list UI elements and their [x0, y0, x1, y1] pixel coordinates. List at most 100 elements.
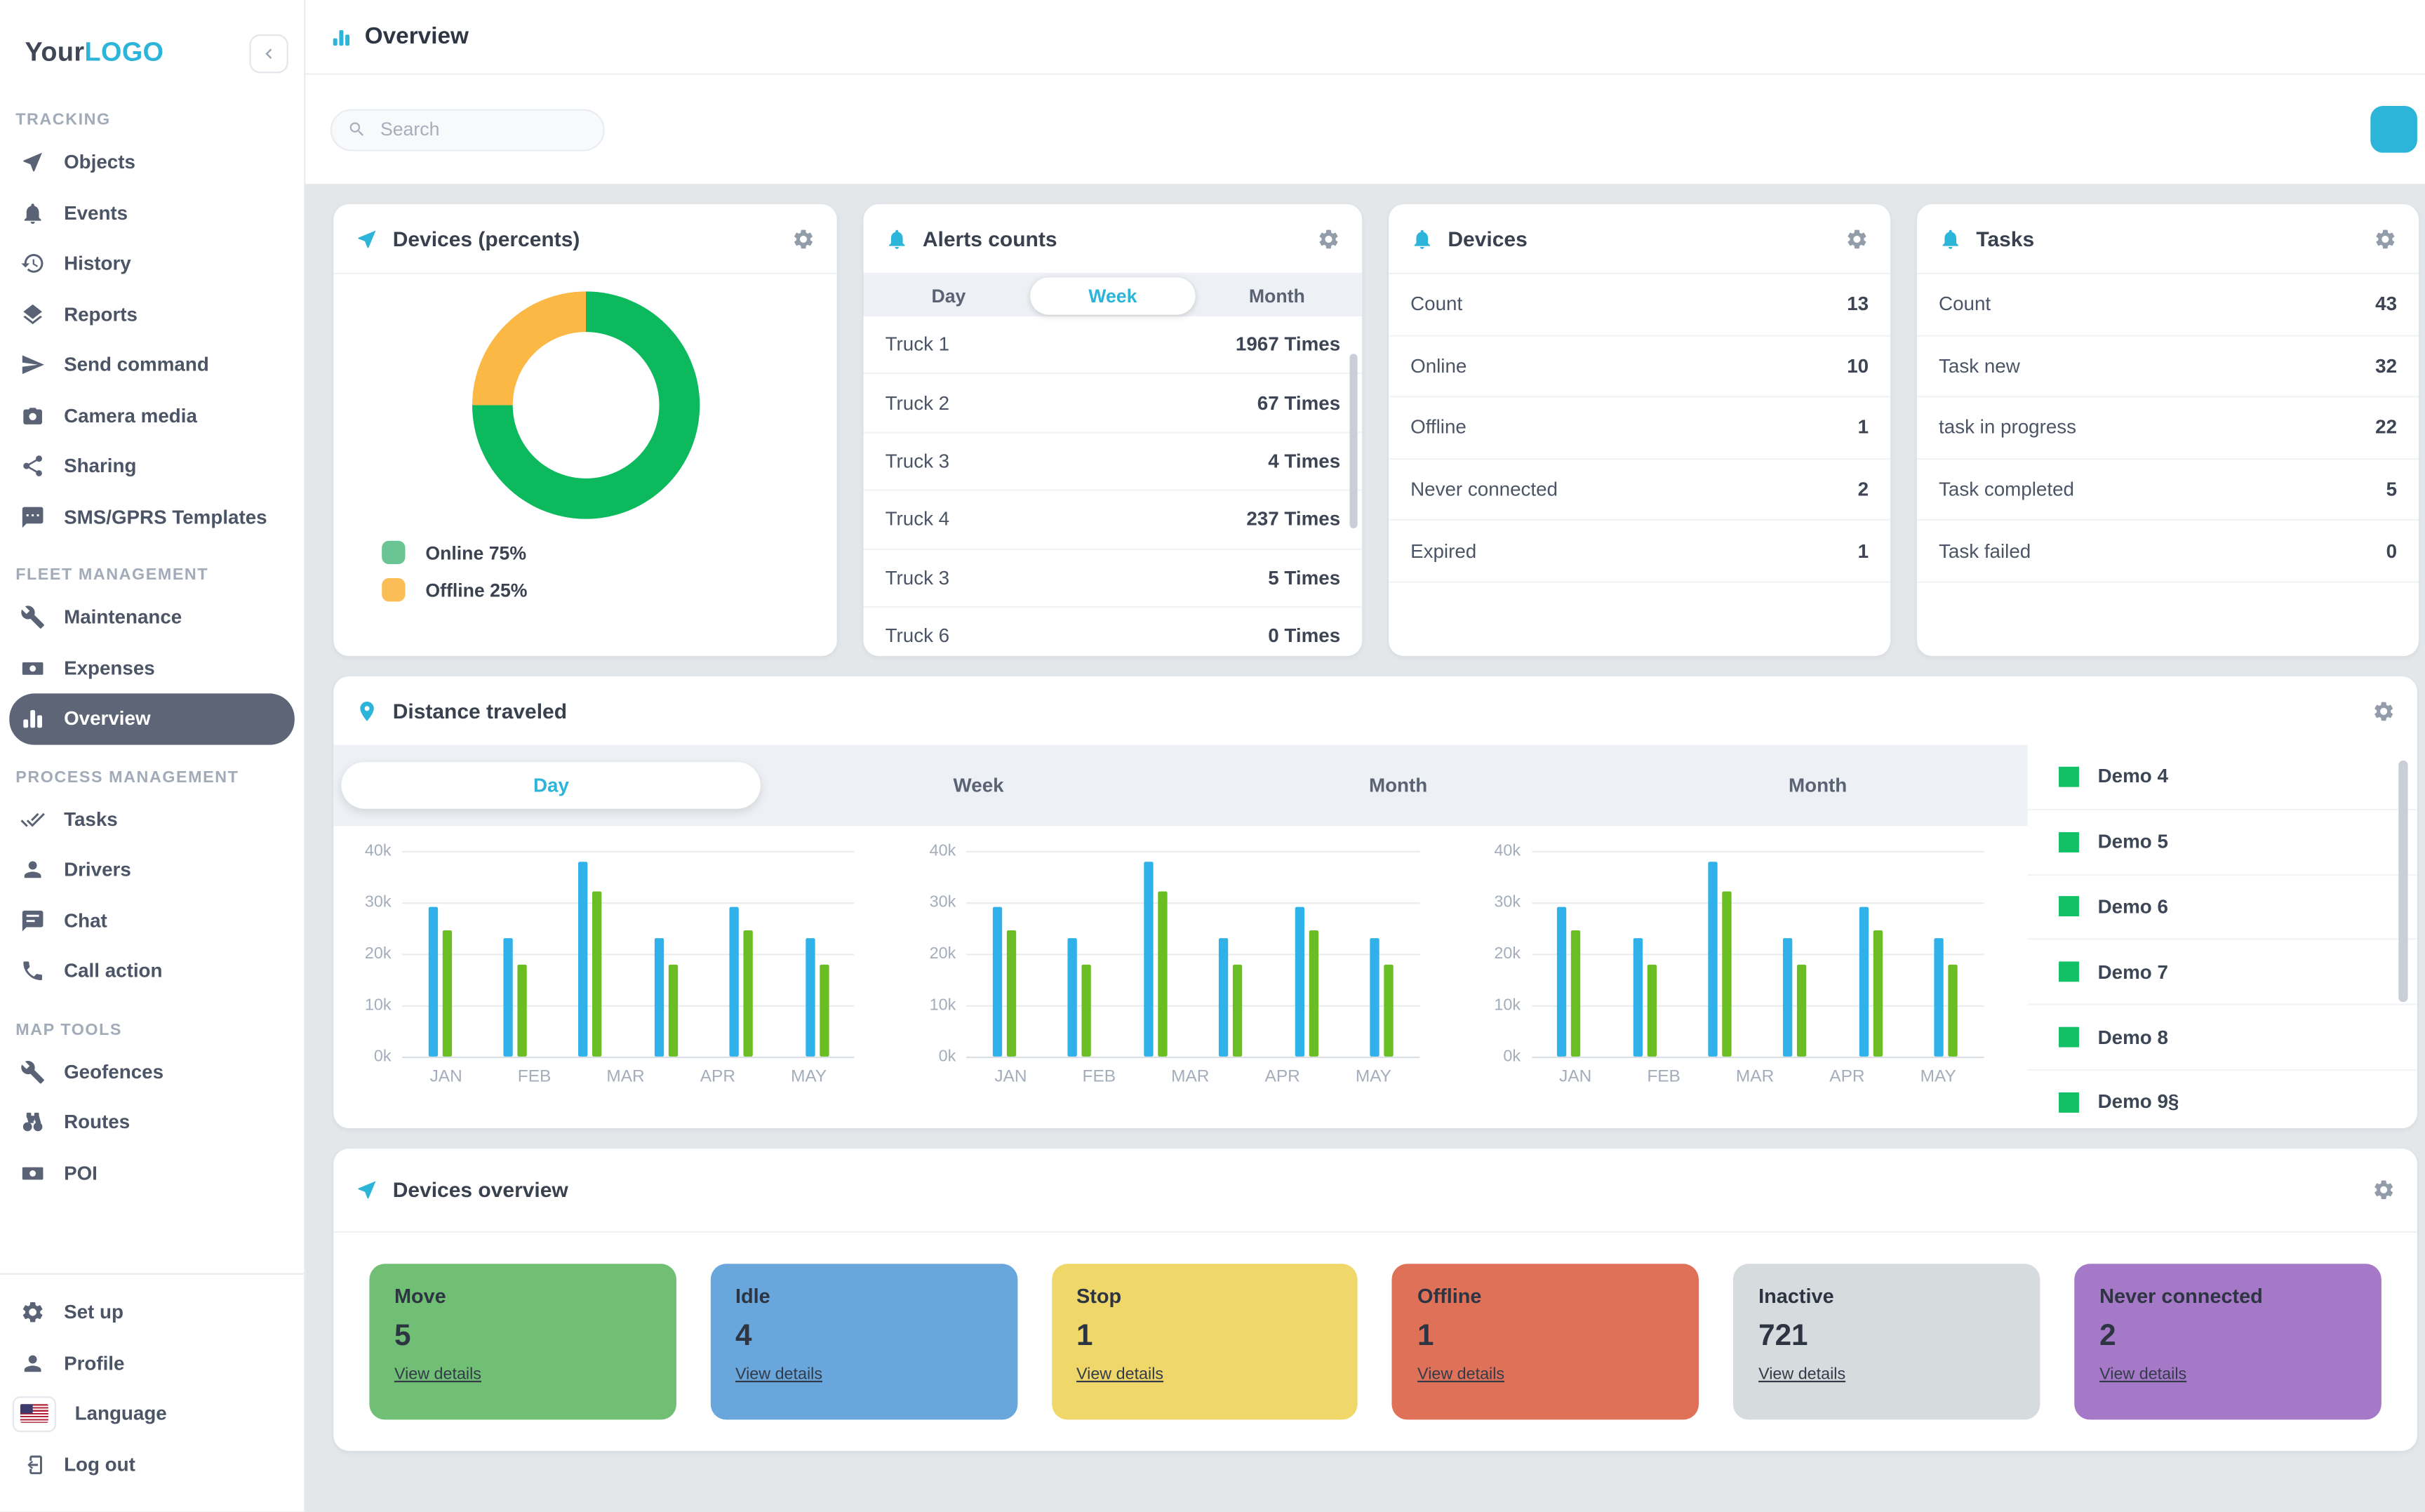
scrollbar-thumb[interactable]	[1349, 354, 1358, 528]
sidebar-collapse-button[interactable]	[249, 33, 288, 73]
donut-legend-item: Offline 25%	[382, 578, 837, 602]
logo: YourLOGO	[25, 37, 164, 68]
y-tick-label: 40k	[1494, 841, 1521, 861]
view-details-link[interactable]: View details	[394, 1365, 481, 1384]
bar-blue	[503, 938, 513, 1057]
alert-value: 237 Times	[1246, 508, 1341, 530]
sidebar-item-sharing[interactable]: Sharing	[0, 441, 304, 492]
sidebar-item-call-action[interactable]: Call action	[0, 946, 304, 996]
sidebar-item-label: Maintenance	[64, 606, 182, 629]
device-stat-label: Offline	[1410, 417, 1467, 439]
bar-group	[1783, 938, 1808, 1057]
device-stat-value: 10	[1847, 355, 1869, 377]
alerts-tab-month[interactable]: Month	[1248, 284, 1305, 307]
person-icon	[20, 857, 46, 883]
legend-item-demo-5[interactable]: Demo 5	[2027, 810, 2417, 876]
distance-tab-day-0[interactable]: Day	[341, 762, 761, 809]
bar-group	[1633, 938, 1657, 1057]
x-axis-labels: JAN FEB MAR APR MAY	[1532, 1067, 1984, 1086]
x-tick-label: MAR	[1735, 1067, 1775, 1087]
sidebar-item-camera-media[interactable]: Camera media	[0, 390, 304, 441]
sidebar-item-geofences[interactable]: Geofences	[0, 1046, 304, 1097]
device-stat-row: Expired 1	[1389, 521, 1891, 583]
card-header: Tasks	[1916, 204, 2419, 274]
sidebar-item-set-up[interactable]: Set up	[0, 1287, 304, 1338]
gear-icon[interactable]	[2372, 1178, 2396, 1201]
money-icon	[20, 1160, 46, 1186]
distance-tab-week-1[interactable]: Week	[953, 774, 1004, 796]
sidebar-item-chat[interactable]: Chat	[0, 895, 304, 946]
view-details-link[interactable]: View details	[2099, 1365, 2187, 1384]
sidebar-item-send-command[interactable]: Send command	[0, 340, 304, 390]
sidebar-item-maintenance[interactable]: Maintenance	[0, 592, 304, 643]
topbar: Overview	[305, 0, 2425, 75]
alerts-tab-week[interactable]: Week	[1030, 276, 1195, 314]
view-details-link[interactable]: View details	[735, 1365, 823, 1384]
sidebar-item-log-out[interactable]: Log out	[0, 1439, 304, 1490]
bar-group	[1708, 862, 1732, 1057]
search-input[interactable]	[377, 116, 588, 142]
card-title: Distance traveled	[392, 699, 568, 723]
legend-item-demo-8[interactable]: Demo 8	[2027, 1005, 2417, 1071]
legend-swatch	[2059, 897, 2079, 918]
view-details-link[interactable]: View details	[1758, 1365, 1846, 1384]
x-tick-label: APR	[1829, 1067, 1865, 1087]
sidebar-item-objects[interactable]: Objects	[0, 137, 304, 187]
x-axis-labels: JAN FEB MAR APR MAY	[402, 1067, 855, 1086]
bar-blue	[1370, 938, 1379, 1057]
sidebar-item-poi[interactable]: POI	[0, 1148, 304, 1198]
bar-blue	[578, 862, 589, 1057]
alert-value: 4 Times	[1268, 450, 1341, 472]
sidebar-item-expenses[interactable]: Expenses	[0, 643, 304, 693]
view-details-link[interactable]: View details	[1417, 1365, 1505, 1384]
gridline	[966, 1005, 1419, 1007]
gear-icon[interactable]	[2374, 227, 2397, 250]
x-tick-label: MAY	[1920, 1067, 1956, 1087]
gear-icon[interactable]	[1317, 227, 1340, 250]
gear-icon[interactable]	[791, 227, 815, 250]
donut-chart	[471, 291, 700, 519]
sidebar-item-overview[interactable]: Overview	[9, 693, 295, 744]
distance-tabs: Day Week Month Month	[333, 744, 2028, 827]
legend-label: Demo 5	[2097, 831, 2168, 853]
distance-tab-month-2[interactable]: Month	[1368, 774, 1428, 796]
sidebar-item-events[interactable]: Events	[0, 188, 304, 239]
device-stat-value: 2	[1857, 479, 1869, 501]
gear-icon[interactable]	[1845, 227, 1869, 250]
legend-label: Demo 7	[2097, 961, 2168, 984]
legend-item-demo-7[interactable]: Demo 7	[2027, 940, 2417, 1006]
view-details-link[interactable]: View details	[1076, 1365, 1164, 1384]
y-tick-label: 40k	[364, 841, 392, 861]
legend-item-demo-6[interactable]: Demo 6	[2027, 875, 2417, 941]
scrollbar-thumb[interactable]	[2398, 760, 2408, 1003]
history-icon	[20, 251, 46, 276]
bar-blue	[654, 938, 664, 1057]
sidebar-item-history[interactable]: History	[0, 239, 304, 289]
x-tick-label: MAR	[1171, 1067, 1210, 1087]
legend-item-demo-4[interactable]: Demo 4	[2027, 745, 2417, 810]
bar-green	[743, 930, 754, 1057]
sidebar-item-drivers[interactable]: Drivers	[0, 845, 304, 895]
legend-item-demo-9[interactable]: Demo 9§	[2028, 1071, 2417, 1128]
sidebar-item-language[interactable]: Language	[0, 1389, 304, 1439]
x-tick-label: MAY	[1355, 1067, 1391, 1087]
sidebar-item-tasks[interactable]: Tasks	[0, 794, 304, 845]
sidebar-item-reports[interactable]: Reports	[0, 289, 304, 340]
legend-label: Demo 9§	[2097, 1091, 2179, 1113]
sidebar-item-sms-gprs-templates[interactable]: SMS/GPRS Templates	[0, 492, 304, 542]
sidebar-item-routes[interactable]: Routes	[0, 1097, 304, 1148]
x-tick-label: JAN	[1559, 1067, 1592, 1087]
settings-button[interactable]	[2370, 106, 2417, 153]
distance-tab-month-3[interactable]: Month	[1788, 774, 1848, 796]
bar-blue	[1859, 906, 1869, 1057]
device-stat-row: Offline 1	[1389, 398, 1891, 460]
sidebar-item-label: Objects	[64, 152, 135, 174]
sidebar-item-label: Tasks	[64, 808, 118, 831]
gear-icon[interactable]	[2372, 699, 2396, 722]
devices-card: Devices Count 13 Online 10 Offline 1 Never con…	[1389, 203, 1891, 657]
bar-group	[729, 906, 754, 1057]
tile-offline: Offline 1 View details	[1392, 1264, 1699, 1420]
sidebar-item-profile[interactable]: Profile	[0, 1338, 304, 1389]
alerts-tab-day[interactable]: Day	[931, 284, 966, 307]
tile-idle: Idle 4 View details	[710, 1264, 1017, 1420]
